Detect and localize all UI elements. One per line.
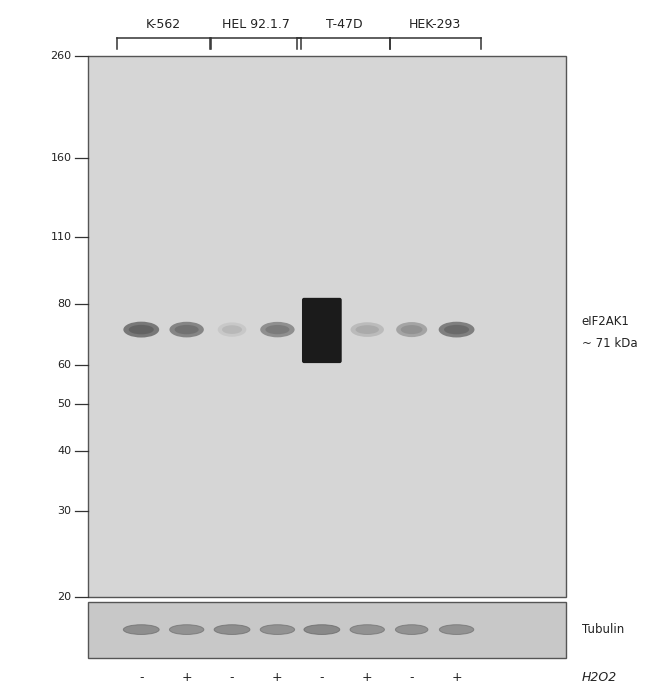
Text: 260: 260: [51, 51, 72, 61]
Ellipse shape: [129, 325, 154, 334]
Text: +: +: [451, 671, 462, 683]
Ellipse shape: [356, 325, 379, 334]
Ellipse shape: [444, 325, 469, 334]
Ellipse shape: [124, 625, 159, 634]
Text: 80: 80: [57, 299, 72, 309]
Text: -: -: [230, 671, 234, 683]
Text: Tubulin: Tubulin: [582, 623, 624, 636]
Ellipse shape: [124, 322, 159, 338]
Ellipse shape: [439, 322, 474, 337]
Ellipse shape: [222, 325, 242, 334]
Text: T-47D: T-47D: [326, 18, 362, 31]
Text: HEK-293: HEK-293: [410, 18, 462, 31]
FancyBboxPatch shape: [302, 298, 342, 363]
Bar: [88, 602, 566, 658]
Text: 30: 30: [57, 506, 72, 517]
Ellipse shape: [170, 625, 204, 634]
Text: +: +: [181, 671, 192, 683]
Text: 60: 60: [57, 360, 72, 370]
Ellipse shape: [175, 325, 199, 334]
Ellipse shape: [260, 322, 294, 337]
Ellipse shape: [170, 322, 204, 337]
Text: K-562: K-562: [146, 18, 181, 31]
Text: -: -: [320, 671, 324, 683]
Bar: [88, 56, 566, 597]
Text: 40: 40: [57, 445, 72, 456]
Text: 50: 50: [57, 399, 72, 408]
Ellipse shape: [396, 322, 427, 337]
Text: 110: 110: [51, 232, 72, 242]
Ellipse shape: [260, 625, 294, 634]
Text: ~ 71 kDa: ~ 71 kDa: [582, 337, 638, 350]
Text: HEL 92.1.7: HEL 92.1.7: [222, 18, 290, 31]
Text: +: +: [362, 671, 372, 683]
Ellipse shape: [395, 625, 428, 634]
Text: -: -: [410, 671, 414, 683]
Ellipse shape: [350, 625, 384, 634]
Ellipse shape: [401, 325, 423, 334]
Text: H2O2: H2O2: [582, 671, 617, 683]
Text: +: +: [272, 671, 283, 683]
Ellipse shape: [350, 322, 384, 337]
Ellipse shape: [265, 325, 289, 334]
Ellipse shape: [439, 625, 474, 634]
Ellipse shape: [304, 625, 340, 634]
Text: -: -: [139, 671, 144, 683]
Ellipse shape: [214, 625, 250, 634]
Ellipse shape: [218, 322, 246, 337]
Text: eIF2AK1: eIF2AK1: [582, 315, 630, 328]
Text: 160: 160: [51, 154, 72, 163]
Text: 20: 20: [57, 592, 72, 602]
